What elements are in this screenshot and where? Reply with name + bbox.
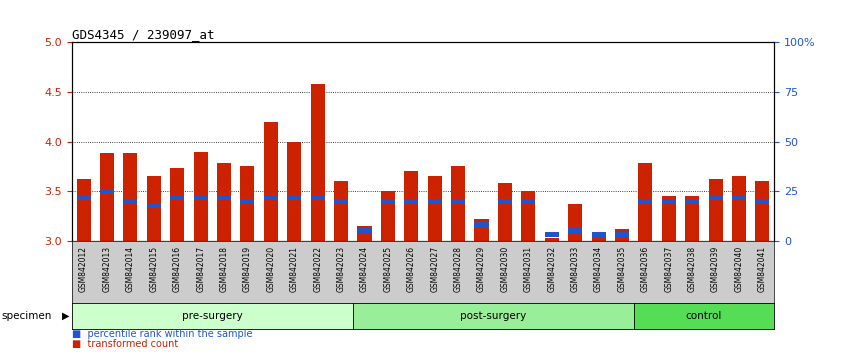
Bar	[732, 176, 746, 241]
Bar	[100, 189, 114, 194]
Text: GSM842017: GSM842017	[196, 246, 205, 292]
Text: GSM842012: GSM842012	[80, 246, 88, 292]
Bar	[569, 228, 582, 233]
Bar	[147, 176, 161, 241]
Text: GSM842041: GSM842041	[758, 246, 766, 292]
Bar	[404, 199, 418, 204]
Text: post-surgery: post-surgery	[460, 311, 526, 321]
Text: GSM842025: GSM842025	[383, 246, 393, 292]
Text: GSM842028: GSM842028	[453, 246, 463, 292]
Bar	[451, 199, 465, 204]
Bar	[264, 122, 277, 241]
Text: GSM842030: GSM842030	[501, 246, 509, 292]
Text: GSM842032: GSM842032	[547, 246, 556, 292]
Text: ■  transformed count: ■ transformed count	[72, 339, 179, 349]
Bar	[147, 202, 161, 207]
Text: GSM842014: GSM842014	[126, 246, 135, 292]
Text: GSM842023: GSM842023	[337, 246, 345, 292]
Bar	[124, 154, 137, 241]
Bar	[194, 152, 207, 241]
Text: GDS4345 / 239097_at: GDS4345 / 239097_at	[72, 28, 214, 41]
Bar	[310, 195, 325, 200]
Bar	[358, 226, 371, 241]
Bar	[732, 195, 746, 200]
Text: GSM842035: GSM842035	[618, 246, 626, 292]
Bar	[591, 236, 606, 241]
Bar	[170, 195, 184, 200]
Text: GSM842024: GSM842024	[360, 246, 369, 292]
Bar	[288, 142, 301, 241]
Bar	[240, 199, 255, 204]
Bar	[545, 238, 558, 241]
Bar	[639, 164, 652, 241]
Bar	[428, 199, 442, 204]
Bar	[194, 195, 207, 200]
Text: GSM842034: GSM842034	[594, 246, 603, 292]
Bar	[428, 176, 442, 241]
Bar	[288, 195, 301, 200]
Text: GSM842013: GSM842013	[102, 246, 112, 292]
Bar	[685, 199, 699, 204]
Text: GSM842038: GSM842038	[688, 246, 696, 292]
Bar	[334, 181, 348, 241]
Text: GSM842037: GSM842037	[664, 246, 673, 292]
Text: GSM842039: GSM842039	[711, 246, 720, 292]
Bar	[755, 181, 769, 241]
Bar	[170, 169, 184, 241]
Bar	[498, 199, 512, 204]
Bar	[381, 191, 395, 241]
Bar	[240, 166, 255, 241]
Bar	[475, 222, 488, 227]
Text: GSM842019: GSM842019	[243, 246, 252, 292]
Bar	[615, 229, 629, 241]
Text: GSM842016: GSM842016	[173, 246, 182, 292]
Bar	[217, 195, 231, 200]
Bar	[124, 199, 137, 204]
Bar	[521, 191, 536, 241]
Text: ■  percentile rank within the sample: ■ percentile rank within the sample	[72, 329, 252, 339]
Bar	[569, 204, 582, 241]
Text: GSM842036: GSM842036	[641, 246, 650, 292]
Text: GSM842031: GSM842031	[524, 246, 533, 292]
Bar	[662, 199, 676, 204]
Bar	[334, 199, 348, 204]
Bar	[498, 183, 512, 241]
Text: GSM842018: GSM842018	[220, 246, 228, 292]
Text: GSM842027: GSM842027	[431, 246, 439, 292]
Bar	[451, 166, 465, 241]
Bar	[217, 164, 231, 241]
Text: control: control	[686, 311, 722, 321]
Bar	[639, 199, 652, 204]
Bar	[662, 196, 676, 241]
Bar	[381, 199, 395, 204]
Text: GSM842029: GSM842029	[477, 246, 486, 292]
Text: ▶: ▶	[62, 311, 69, 321]
Bar	[615, 232, 629, 237]
Bar	[100, 154, 114, 241]
Bar	[755, 199, 769, 204]
Text: GSM842033: GSM842033	[571, 246, 580, 292]
Bar	[404, 171, 418, 241]
Text: GSM842040: GSM842040	[734, 246, 744, 292]
Bar	[709, 195, 722, 200]
Bar	[264, 195, 277, 200]
Text: specimen: specimen	[2, 311, 52, 321]
Text: GSM842026: GSM842026	[407, 246, 415, 292]
Bar	[77, 195, 91, 200]
Bar	[475, 219, 488, 241]
Text: GSM842020: GSM842020	[266, 246, 275, 292]
Bar	[77, 179, 91, 241]
Bar	[709, 179, 722, 241]
Bar	[591, 232, 606, 237]
Bar	[310, 84, 325, 241]
Bar	[521, 199, 536, 204]
Bar	[685, 196, 699, 241]
Text: GSM842022: GSM842022	[313, 246, 322, 292]
Text: GSM842015: GSM842015	[150, 246, 158, 292]
Text: GSM842021: GSM842021	[290, 246, 299, 292]
Text: pre-surgery: pre-surgery	[182, 311, 243, 321]
Bar	[545, 232, 558, 237]
Bar	[358, 228, 371, 233]
